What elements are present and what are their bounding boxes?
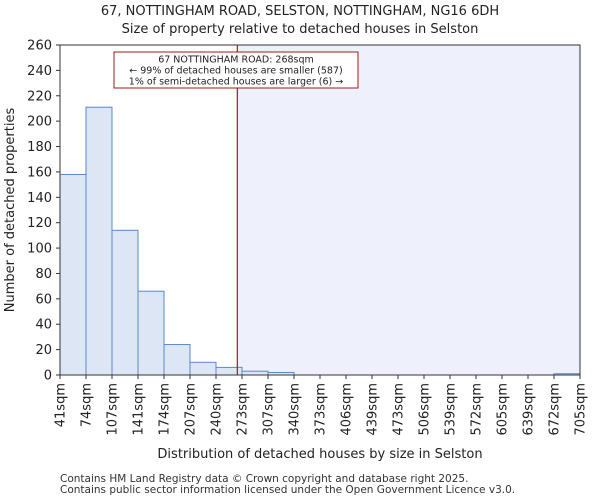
- bar-174sqm: [163, 344, 191, 376]
- footer-line-2: Contains public sector information licen…: [60, 484, 516, 496]
- bar-141sqm: [137, 290, 165, 376]
- y-tick-label: 160: [27, 165, 52, 180]
- y-tick-label: 0: [44, 369, 52, 384]
- x-tick-label: 273sqm: [236, 383, 251, 436]
- x-tick-label: 107sqm: [106, 383, 121, 436]
- x-tick-label: 605sqm: [496, 383, 511, 436]
- bar-107sqm: [111, 229, 139, 376]
- y-tick-label: 60: [35, 292, 52, 307]
- bar-240sqm: [215, 366, 243, 376]
- bar-74sqm: [85, 106, 113, 376]
- annotation-line-1: 67 NOTTINGHAM ROAD: 268sqm: [158, 55, 314, 66]
- x-tick-label: 406sqm: [340, 383, 355, 436]
- x-tick-label: 705sqm: [574, 383, 589, 436]
- bar-273sqm: [241, 370, 269, 376]
- annotation-line-2: ← 99% of detached houses are smaller (58…: [129, 66, 342, 77]
- chart-title: 67, NOTTINGHAM ROAD, SELSTON, NOTTINGHAM…: [100, 4, 500, 19]
- y-tick-label: 120: [27, 216, 52, 231]
- y-tick-label: 220: [27, 89, 52, 104]
- shaded-region: [237, 45, 580, 375]
- x-tick-label: 473sqm: [392, 383, 407, 436]
- x-tick-label: 506sqm: [418, 383, 433, 436]
- y-tick-label: 260: [27, 39, 52, 54]
- y-tick-label: 100: [27, 242, 52, 257]
- y-tick-label: 200: [27, 115, 52, 130]
- x-tick-label: 439sqm: [366, 383, 381, 436]
- x-tick-label: 572sqm: [470, 383, 485, 436]
- y-tick-label: 240: [27, 64, 52, 79]
- x-tick-label: 307sqm: [262, 383, 277, 436]
- x-tick-label: 141sqm: [132, 383, 147, 436]
- y-tick-label: 20: [35, 343, 52, 358]
- x-tick-label: 207sqm: [184, 383, 199, 436]
- y-tick-label: 80: [35, 267, 52, 282]
- y-tick-label: 140: [27, 191, 52, 206]
- y-axis-label: Number of detached properties: [3, 108, 18, 313]
- x-tick-label: 340sqm: [288, 383, 303, 436]
- y-tick-label: 180: [27, 140, 52, 155]
- chart-subtitle: Size of property relative to detached ho…: [121, 22, 479, 37]
- x-tick-label: 639sqm: [522, 383, 537, 436]
- x-tick-label: 74sqm: [80, 383, 95, 427]
- x-tick-label: 672sqm: [548, 383, 563, 436]
- x-tick-label: 373sqm: [314, 383, 329, 436]
- annotation-box: 67 NOTTINGHAM ROAD: 268sqm ← 99% of deta…: [113, 51, 359, 89]
- annotation-border: [113, 51, 359, 89]
- bar-207sqm: [189, 361, 217, 376]
- x-tick-label: 41sqm: [54, 383, 69, 427]
- x-tick-label: 539sqm: [444, 383, 459, 436]
- x-axis-label: Distribution of detached houses by size …: [157, 447, 482, 462]
- x-tick-label: 240sqm: [210, 383, 225, 436]
- bar-41sqm: [59, 173, 87, 376]
- x-tick-label: 174sqm: [158, 383, 173, 436]
- y-tick-label: 40: [35, 318, 52, 333]
- footer-line-1: Contains HM Land Registry data © Crown c…: [60, 473, 469, 485]
- annotation-line-3: 1% of semi-detached houses are larger (6…: [129, 77, 343, 88]
